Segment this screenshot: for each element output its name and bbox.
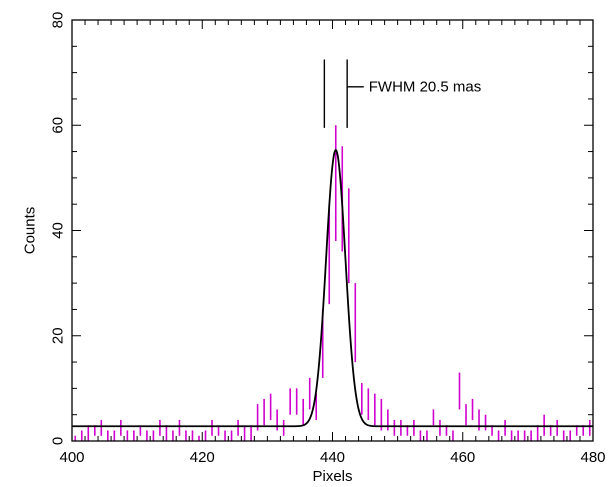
y-axis-title: Counts — [22, 207, 39, 255]
x-tick-label: 440 — [320, 449, 345, 466]
x-tick-label: 420 — [190, 449, 215, 466]
y-tick-label: 0 — [50, 437, 67, 445]
y-tick-label: 20 — [50, 327, 67, 344]
y-tick-label: 40 — [50, 222, 67, 239]
tick-labels-group: 400 420 440 460 480 0 20 40 60 80 — [50, 12, 606, 466]
x-tick-label: 400 — [59, 449, 84, 466]
y-tick-label: 80 — [50, 12, 67, 29]
axis-ticks-group — [71, 19, 594, 442]
plot-frame — [71, 19, 594, 442]
gaussian-fit-line — [72, 148, 593, 428]
y-tick-label: 60 — [50, 117, 67, 134]
gaussian-fit-group — [72, 148, 593, 428]
x-axis-title: Pixels — [312, 468, 352, 485]
fwhm-label: FWHM 20.5 mas — [369, 78, 482, 95]
annotation-group: FWHM 20.5 mas — [323, 59, 482, 128]
x-tick-label: 460 — [450, 449, 475, 466]
x-tick-label: 480 — [580, 449, 605, 466]
